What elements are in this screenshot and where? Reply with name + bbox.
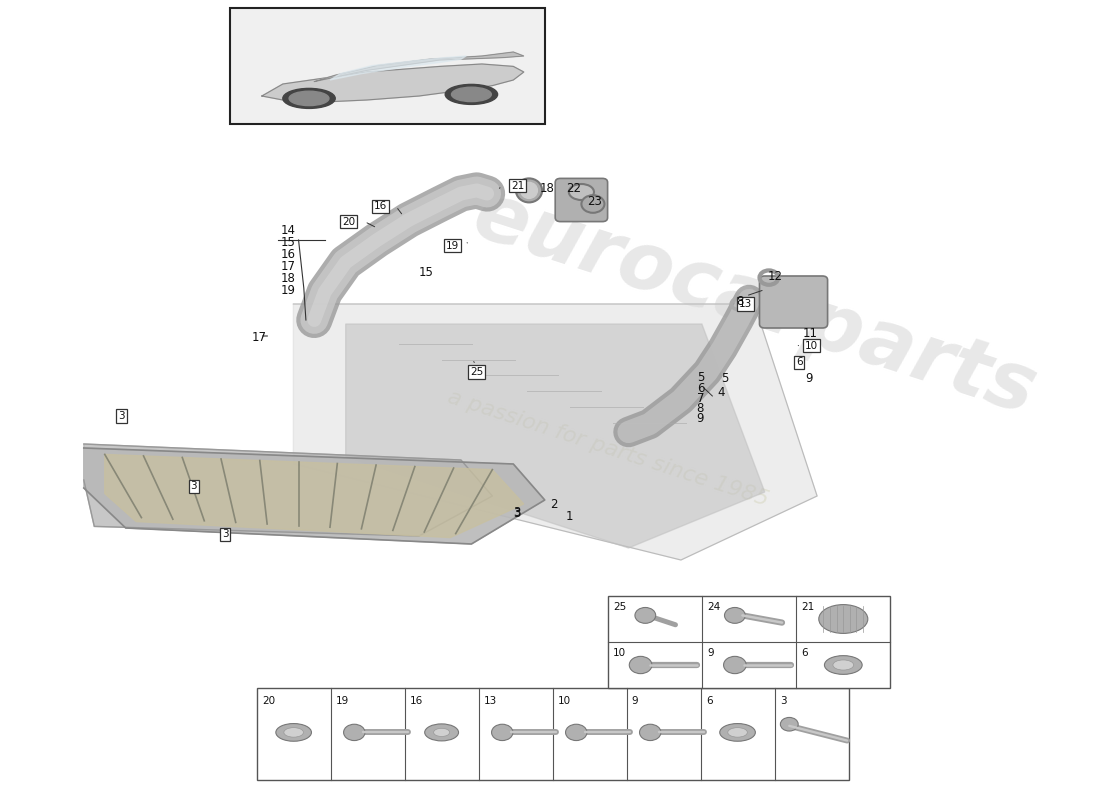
Text: 15: 15 [419,266,433,278]
Text: 3: 3 [118,411,124,421]
Ellipse shape [492,724,513,741]
Text: 3: 3 [514,507,520,520]
FancyBboxPatch shape [759,276,827,328]
Text: 19: 19 [280,284,296,297]
Polygon shape [262,64,524,102]
Text: 3: 3 [222,530,229,539]
Polygon shape [345,324,764,548]
Text: 13: 13 [484,696,497,706]
Ellipse shape [780,718,799,731]
Text: 20: 20 [342,217,355,226]
Ellipse shape [516,178,542,202]
Text: 9: 9 [707,648,714,658]
Ellipse shape [833,660,854,670]
Polygon shape [294,304,817,560]
Ellipse shape [289,91,329,106]
Text: 19: 19 [336,696,349,706]
Text: 5: 5 [696,371,704,384]
Ellipse shape [520,182,538,198]
Text: 10: 10 [613,648,626,658]
Text: 9: 9 [631,696,638,706]
Text: 14: 14 [280,224,296,237]
Text: 22: 22 [565,182,581,194]
Polygon shape [330,56,466,80]
FancyBboxPatch shape [556,178,607,222]
Text: 3: 3 [780,696,786,706]
Text: 20: 20 [262,696,275,706]
Text: 9: 9 [805,372,813,385]
Polygon shape [84,444,493,536]
Text: 17: 17 [252,331,266,344]
Ellipse shape [276,723,311,742]
Text: 6: 6 [802,648,808,658]
Ellipse shape [635,607,656,623]
Text: 21: 21 [802,602,815,613]
Text: eurocarparts: eurocarparts [463,176,1045,432]
Text: 6: 6 [696,382,704,394]
Ellipse shape [425,724,459,741]
Text: 16: 16 [410,696,424,706]
Text: 5: 5 [720,372,728,385]
Ellipse shape [728,728,747,737]
Text: 25: 25 [613,602,626,613]
Ellipse shape [725,607,745,623]
Ellipse shape [629,656,652,674]
Ellipse shape [565,724,587,741]
Text: 18: 18 [539,182,554,194]
Text: 25: 25 [470,367,483,377]
Text: 16: 16 [374,202,387,211]
Ellipse shape [639,724,661,741]
Ellipse shape [719,723,756,742]
Text: 15: 15 [280,236,296,249]
Text: 17: 17 [280,260,296,273]
Ellipse shape [569,184,594,200]
Ellipse shape [283,88,336,108]
Text: 8: 8 [696,402,704,414]
Text: 3: 3 [514,506,520,518]
Ellipse shape [451,87,492,102]
Ellipse shape [343,724,365,741]
Polygon shape [315,52,524,82]
Text: 9: 9 [696,412,704,425]
Text: 18: 18 [280,272,296,285]
Text: 4: 4 [717,386,725,398]
Text: 7: 7 [696,392,704,405]
Ellipse shape [824,656,862,674]
Bar [607,596,890,688]
Polygon shape [84,448,544,544]
Text: 3: 3 [190,482,197,491]
Ellipse shape [582,195,604,213]
Text: 23: 23 [586,195,602,208]
Text: 10: 10 [558,696,571,706]
Ellipse shape [433,728,450,737]
Text: 21: 21 [510,181,524,190]
Text: 13: 13 [739,299,752,309]
Bar [256,688,848,780]
Text: 6: 6 [706,696,713,706]
Ellipse shape [284,728,304,737]
Ellipse shape [818,605,868,634]
Text: 1: 1 [565,510,573,522]
Text: 8: 8 [736,295,744,308]
Text: a passion for parts since 1985: a passion for parts since 1985 [444,386,771,510]
Polygon shape [104,454,524,538]
Text: 10: 10 [805,341,818,350]
Bar [231,8,544,124]
Text: 11: 11 [802,327,817,340]
Text: 19: 19 [446,241,459,250]
Text: 24: 24 [707,602,721,613]
Text: 16: 16 [280,248,296,261]
Text: 2: 2 [550,498,558,510]
Text: 12: 12 [768,270,783,282]
Ellipse shape [724,656,746,674]
Text: 6: 6 [796,358,803,367]
Ellipse shape [446,84,497,104]
